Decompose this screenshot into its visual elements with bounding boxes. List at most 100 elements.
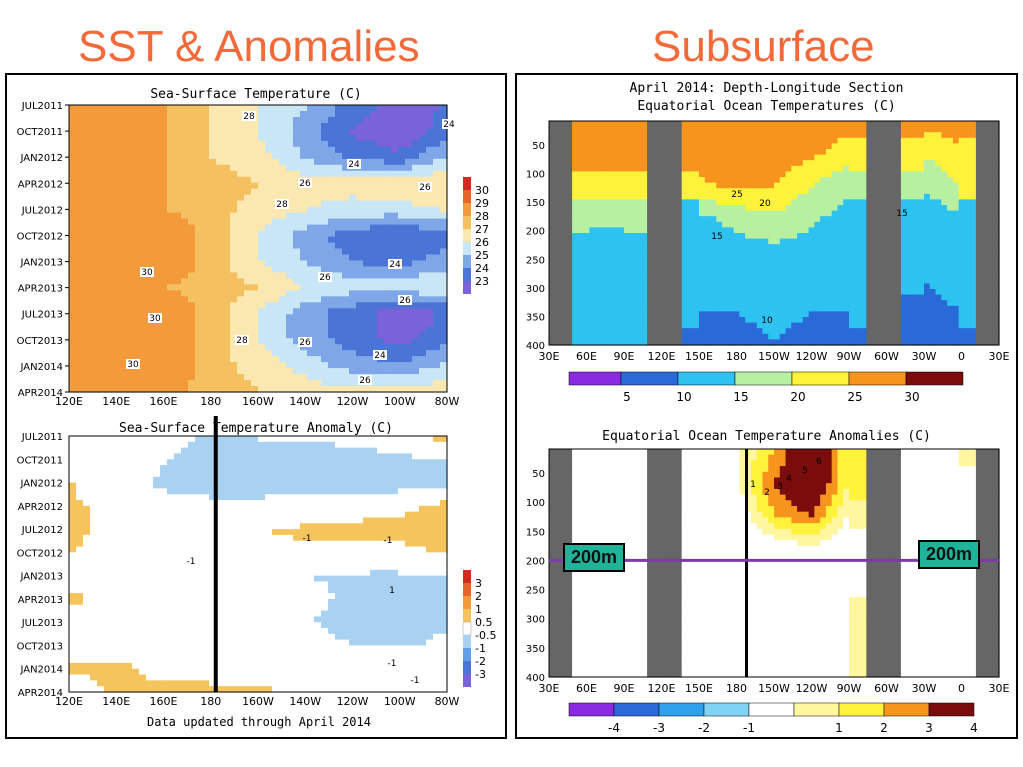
heat-cell bbox=[223, 116, 231, 124]
heat-cell bbox=[223, 494, 231, 501]
heat-cell bbox=[160, 116, 168, 124]
heat-cell bbox=[167, 140, 175, 148]
heat-cell bbox=[293, 314, 301, 321]
heat-cell bbox=[230, 639, 238, 647]
heat-cell bbox=[384, 284, 392, 291]
heat-cell bbox=[153, 134, 161, 142]
heat-cell bbox=[286, 610, 294, 617]
heat-cell bbox=[328, 380, 336, 387]
heat-cell bbox=[174, 290, 182, 297]
heat-cell bbox=[335, 668, 343, 676]
heat-cell bbox=[286, 633, 294, 641]
heat-cell bbox=[160, 278, 168, 285]
heat-cell bbox=[167, 668, 175, 676]
heat-cell bbox=[174, 284, 182, 291]
heat-cell bbox=[307, 633, 315, 641]
heat-cell bbox=[223, 314, 231, 321]
heat-cell bbox=[160, 622, 168, 629]
heat-cell bbox=[160, 616, 168, 623]
heat-cell bbox=[279, 212, 287, 220]
heat-cell bbox=[118, 459, 126, 466]
heat-cell bbox=[188, 290, 196, 297]
heat-cell bbox=[384, 122, 392, 130]
heat-cell bbox=[97, 645, 105, 652]
heat-cell bbox=[202, 212, 210, 220]
heat-cell bbox=[377, 338, 385, 345]
heat-cell bbox=[76, 616, 84, 623]
heat-cell bbox=[272, 581, 280, 588]
heat-cell bbox=[118, 662, 126, 670]
heat-cell bbox=[237, 116, 245, 124]
heat-cell bbox=[314, 517, 322, 524]
sst-chart: JUL2011OCT2011JAN2012APR2012JUL2012OCT20… bbox=[17, 101, 489, 405]
heat-cell bbox=[230, 260, 238, 268]
heat-cell bbox=[391, 110, 399, 118]
heat-cell bbox=[111, 194, 119, 202]
heat-cell bbox=[307, 558, 315, 565]
heat-cell bbox=[251, 194, 259, 202]
heat-cell bbox=[209, 140, 217, 148]
heat-cell bbox=[83, 374, 91, 381]
heat-cell bbox=[328, 128, 336, 136]
heat-cell bbox=[405, 368, 413, 375]
heat-cell bbox=[132, 546, 140, 553]
heat-cell bbox=[160, 164, 168, 172]
heat-cell bbox=[419, 200, 427, 208]
heat-cell bbox=[167, 569, 175, 577]
heat-cell bbox=[223, 308, 231, 315]
heat-cell bbox=[384, 523, 392, 530]
heat-cell bbox=[342, 622, 350, 629]
heat-cell bbox=[293, 581, 301, 588]
heat-cell bbox=[433, 651, 441, 658]
heat-cell bbox=[195, 604, 203, 612]
heat-cell bbox=[328, 374, 336, 381]
heat-cell bbox=[349, 296, 357, 303]
heat-cell bbox=[125, 164, 133, 172]
heat-cell bbox=[384, 633, 392, 641]
heat-cell bbox=[237, 540, 245, 548]
heat-cell bbox=[370, 511, 378, 519]
heat-cell bbox=[426, 523, 434, 530]
heat-cell bbox=[181, 332, 189, 339]
heat-cell bbox=[90, 587, 98, 594]
heat-cell bbox=[230, 116, 238, 124]
heat-cell bbox=[307, 523, 315, 530]
heat-cell bbox=[195, 182, 203, 190]
heat-cell bbox=[335, 116, 343, 124]
heat-cell bbox=[111, 569, 119, 577]
heat-cell bbox=[153, 386, 161, 393]
heat-cell bbox=[321, 152, 329, 160]
heat-cell bbox=[125, 598, 133, 606]
heat-cell bbox=[195, 505, 203, 513]
heat-cell bbox=[69, 284, 77, 291]
heat-cell bbox=[377, 314, 385, 321]
heat-cell bbox=[328, 290, 336, 297]
heat-cell bbox=[76, 482, 84, 489]
heat-cell bbox=[146, 540, 154, 548]
heat-cell bbox=[230, 164, 238, 172]
heat-cell bbox=[69, 386, 77, 393]
heat-cell bbox=[202, 356, 210, 363]
heat-cell bbox=[307, 200, 315, 208]
heat-cell bbox=[363, 356, 371, 363]
heat-cell bbox=[188, 639, 196, 647]
heat-cell bbox=[76, 441, 84, 449]
heat-cell bbox=[321, 194, 329, 202]
heat-cell bbox=[335, 326, 343, 333]
heat-cell bbox=[426, 344, 434, 351]
heat-cell bbox=[216, 218, 224, 226]
heat-cell bbox=[83, 639, 91, 647]
heat-cell bbox=[356, 511, 364, 519]
heat-cell bbox=[251, 470, 259, 478]
heat-cell bbox=[391, 645, 399, 652]
heat-cell bbox=[300, 380, 308, 387]
heat-cell bbox=[209, 552, 217, 559]
heat-cell bbox=[69, 558, 77, 565]
heat-cell bbox=[342, 134, 350, 142]
heat-cell bbox=[230, 230, 238, 238]
heat-cell bbox=[188, 558, 196, 565]
heat-cell bbox=[293, 302, 301, 309]
heat-cell bbox=[132, 308, 140, 315]
heat-cell bbox=[377, 546, 385, 553]
heat-cell bbox=[314, 610, 322, 617]
